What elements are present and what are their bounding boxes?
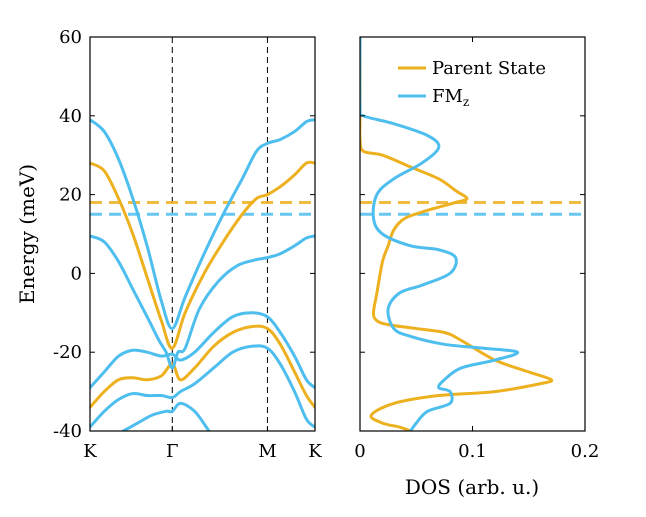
x-tick-label: K [308, 441, 322, 462]
band-series-6 [121, 401, 211, 431]
dos-axes-frame [359, 36, 586, 432]
legend-label-parent: Parent State [432, 58, 546, 79]
y-tick-label: 20 [59, 185, 82, 206]
x-tick-label: Γ [166, 441, 179, 462]
high-symmetry-lines [171, 37, 268, 431]
band-series-5 [90, 344, 315, 429]
dos-curves [360, 37, 554, 431]
dos-x-tick-label: 0.2 [571, 441, 600, 462]
dos-panel: 0 0.1 0.2 DOS (arb. u.) Parent State FMz [354, 36, 599, 499]
dos-x-tick-label: 0 [354, 441, 365, 462]
band-series-0 [90, 160, 315, 350]
legend: Parent State FMz [398, 58, 546, 109]
band-series-1 [90, 324, 315, 409]
y-tick-label: -20 [53, 342, 82, 363]
dos-series-1 [360, 37, 520, 431]
x-tick-label: K [83, 441, 97, 462]
dos-series-0 [360, 37, 554, 431]
y-axis-ticks: -40 -20 0 20 40 60 [53, 27, 315, 442]
y-tick-label: 40 [59, 106, 82, 127]
dos-x-axis-ticks: 0 0.1 0.2 [354, 37, 599, 462]
y-tick-label: -40 [53, 421, 82, 442]
x-tick-label: M [258, 441, 276, 462]
y-axis-label: Energy (meV) [15, 164, 39, 304]
dos-y-ticks [360, 36, 585, 432]
y-tick-label: 0 [71, 263, 82, 284]
x-axis-label: DOS (arb. u.) [405, 475, 539, 499]
band-curves [90, 118, 315, 431]
band-structure-panel: -40 -20 0 20 40 60 K Γ M K Energy (meV) [15, 27, 322, 462]
fermi-level-lines [360, 200, 585, 216]
band-series-3 [90, 234, 315, 370]
band-axes-frame [89, 36, 316, 432]
legend-label-fm: FMz [432, 86, 469, 109]
band-series-2 [90, 118, 315, 331]
dos-x-tick-label: 0.1 [458, 441, 487, 462]
band-series-4 [90, 311, 315, 390]
y-tick-label: 60 [59, 27, 82, 48]
